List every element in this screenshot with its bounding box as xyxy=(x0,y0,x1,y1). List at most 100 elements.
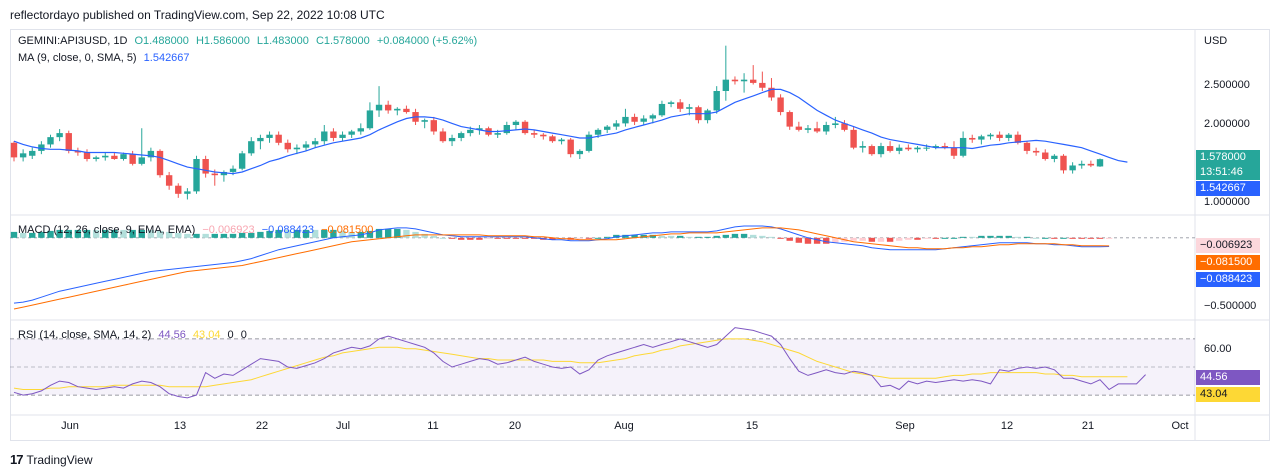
footer-brand[interactable]: 17 TradingView xyxy=(10,452,93,467)
macd-signal-value: −0.081500 xyxy=(321,224,374,236)
candle-body xyxy=(293,147,301,150)
time-label-12: 12 xyxy=(1000,420,1014,432)
candle-body xyxy=(321,131,328,142)
publisher-header: reflectordayo published on TradingView.c… xyxy=(10,8,385,22)
macd-histogram-bar xyxy=(804,237,812,244)
macd-histogram-bar xyxy=(877,237,885,242)
candle-body xyxy=(649,115,657,119)
candle-body xyxy=(804,128,812,130)
candle-body xyxy=(704,110,711,121)
time-label-sep: Sep xyxy=(895,420,915,432)
rsi-ma-value: 43.04 xyxy=(192,329,221,341)
ma-label[interactable]: MA (9, close, 0, SMA, 5) xyxy=(18,52,137,64)
candle-body xyxy=(311,141,319,145)
candle-body xyxy=(266,134,273,138)
candle-body xyxy=(1087,163,1095,166)
macd-histogram-bar xyxy=(786,237,793,241)
ma-value: 1.542667 xyxy=(143,52,190,64)
macd-histogram-bar xyxy=(622,234,629,238)
candle-body xyxy=(184,191,191,194)
macd-histogram-bar xyxy=(394,228,401,238)
rsi-line xyxy=(13,327,1146,399)
candle-body xyxy=(111,155,118,159)
close-value: C1.578000 xyxy=(315,35,370,47)
macd-histogram-bar xyxy=(859,237,866,241)
macd-histogram-bar xyxy=(1032,237,1040,239)
macd-histogram-bar xyxy=(1051,237,1058,239)
candle-body xyxy=(512,121,520,125)
candle-body xyxy=(750,79,757,83)
macd-signal-line xyxy=(13,227,1110,310)
macd-histogram-bar xyxy=(777,237,784,239)
rsi-extra-2: 0 xyxy=(240,329,247,341)
candle-body xyxy=(603,126,611,130)
candle-body xyxy=(959,137,967,156)
candle-body xyxy=(220,171,228,176)
candle-body xyxy=(65,133,72,151)
macd-histogram-bar xyxy=(220,233,228,238)
macd-histogram-bar xyxy=(704,236,711,238)
candle-body xyxy=(503,125,511,134)
tradingview-logo-icon: 17 xyxy=(10,452,24,467)
macd-histogram-bar xyxy=(10,231,18,238)
macd-histogram-bar xyxy=(950,237,958,239)
macd-histogram-bar xyxy=(275,229,282,238)
candle-body xyxy=(1069,165,1076,171)
symbol-label[interactable]: GEMINI:API3USD, 1D xyxy=(18,35,128,47)
macd-label[interactable]: MACD (12, 26, close, 9, EMA, EMA) xyxy=(18,224,196,236)
candle-body xyxy=(165,175,173,186)
macd-histogram-bar xyxy=(868,237,876,242)
candle-body xyxy=(795,126,803,130)
macd-histogram-bar xyxy=(193,233,200,238)
candle-body xyxy=(120,154,127,159)
candle-body xyxy=(494,133,501,135)
macd-line xyxy=(13,225,1110,304)
candle-body xyxy=(832,123,839,125)
macd-histogram-bar xyxy=(56,229,63,238)
candle-body xyxy=(677,102,684,109)
candle-body xyxy=(877,146,885,155)
candle-body xyxy=(147,150,155,158)
candle-body xyxy=(156,150,164,176)
candle-body xyxy=(786,112,793,127)
macd-histogram-bar xyxy=(111,229,118,238)
candle-body xyxy=(558,139,565,142)
macd-histogram-bar xyxy=(649,234,657,238)
macd-histogram-bar xyxy=(321,229,328,238)
open-value: O1.488000 xyxy=(134,35,189,47)
macd-histogram-bar xyxy=(38,231,45,238)
time-label-22: 22 xyxy=(255,420,269,432)
candle-body xyxy=(56,133,63,138)
candle-body xyxy=(585,134,593,151)
price-tick-2-5: 2.500000 xyxy=(1204,79,1250,91)
macd-histogram-bar xyxy=(1096,237,1104,239)
macd-histogram-bar xyxy=(266,230,273,238)
candle-body xyxy=(850,129,857,148)
macd-histogram-bar xyxy=(677,235,684,238)
countdown-badge: 13:51:46 xyxy=(1196,165,1260,180)
candle-body xyxy=(302,144,310,148)
candle-body xyxy=(74,150,82,153)
time-label-21: 21 xyxy=(1081,420,1095,432)
ma-legend: MA (9, close, 0, SMA, 5) 1.542667 xyxy=(18,52,194,64)
macd-histogram-bar xyxy=(1005,235,1012,238)
rsi-label[interactable]: RSI (14, close, SMA, 14, 2) xyxy=(18,329,152,341)
candle-body xyxy=(823,125,830,132)
macd-histogram-bar xyxy=(348,231,355,238)
macd-histogram-bar xyxy=(914,237,921,240)
macd-histogram-bar xyxy=(996,235,1003,238)
macd-histogram-bar xyxy=(886,237,894,242)
candle-body xyxy=(1014,134,1022,143)
candle-body xyxy=(275,134,282,143)
macd-histogram-bar xyxy=(339,230,346,238)
high-value: H1.586000 xyxy=(195,35,250,47)
macd-histogram-bar xyxy=(19,232,27,238)
candle-body xyxy=(439,131,447,142)
rsi-value: 44.56 xyxy=(158,329,186,341)
macd-histogram-bar xyxy=(494,237,501,239)
last-price-badge: 1.578000 xyxy=(1196,150,1260,165)
macd-histogram-bar xyxy=(932,237,939,239)
macd-histogram-bar xyxy=(850,237,857,241)
macd-histogram-bar xyxy=(467,237,474,240)
